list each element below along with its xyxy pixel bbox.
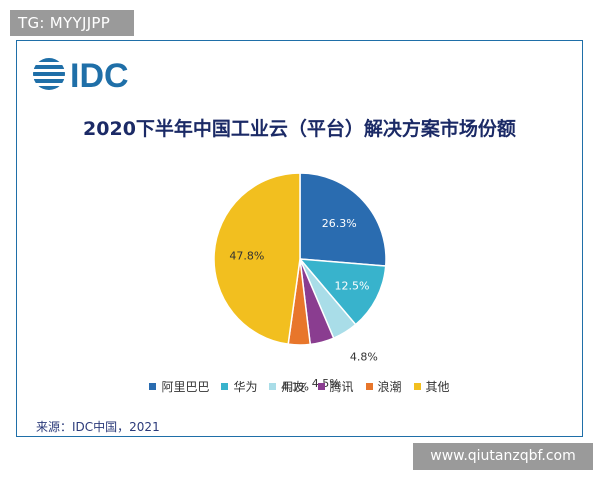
chart-title: 2020下半年中国工业云（平台）解决方案市场份额 — [83, 118, 516, 140]
pie-label-1: 12.5% — [335, 280, 370, 293]
pie-slice-5 — [213, 172, 301, 346]
legend-item-5: 其他 — [413, 378, 450, 395]
pie-slice-1 — [298, 258, 387, 326]
pie-label-4: 4.1% — [281, 380, 309, 393]
legend-swatch — [221, 383, 229, 390]
pie-label-0: 26.3% — [322, 217, 357, 230]
legend-item-0: 阿里巴巴 — [149, 378, 209, 395]
legend-label: 阿里巴巴 — [161, 380, 210, 394]
legend-label: 腾讯 — [329, 380, 354, 394]
legend: 阿里巴巴 华为 用友 腾讯 浪潮 其他 — [16, 378, 583, 395]
legend-swatch — [365, 383, 373, 390]
logo-text: IDC — [70, 57, 129, 92]
legend-item-3: 腾讯 — [317, 378, 354, 395]
legend-swatch — [317, 383, 325, 390]
legend-item-4: 浪潮 — [365, 378, 402, 395]
legend-label: 华为 — [233, 380, 258, 394]
legend-label: 用友 — [281, 380, 306, 394]
legend-swatch — [149, 383, 157, 390]
legend-item-2: 用友 — [269, 378, 306, 395]
watermark: www.qiutanzqbf.com — [413, 443, 593, 470]
legend-swatch — [269, 383, 277, 390]
pie-label-2: 4.8% — [350, 351, 378, 364]
source-note: 来源：IDC中国，2021 — [36, 420, 160, 434]
pie-label-5: 47.8% — [229, 249, 264, 262]
legend-swatch — [413, 383, 421, 390]
globe-icon — [33, 58, 65, 90]
legend-label: 其他 — [425, 380, 450, 394]
legend-item-1: 华为 — [221, 378, 257, 395]
pie-slice-0 — [299, 172, 387, 267]
tg-badge: TG: MYYJJPP — [10, 10, 134, 36]
idc-logo: IDC — [33, 57, 129, 92]
legend-label: 浪潮 — [377, 380, 402, 394]
